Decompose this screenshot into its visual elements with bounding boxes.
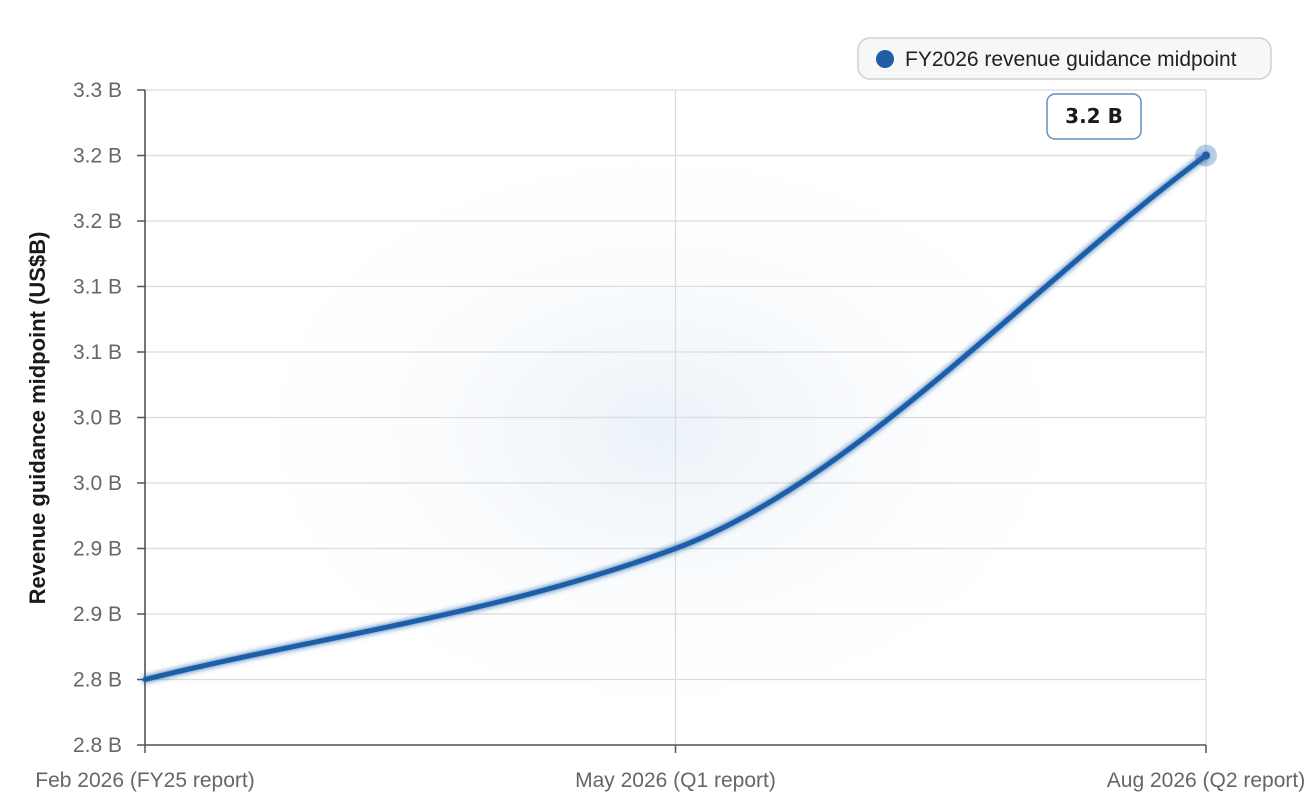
y-tick-label: 3.0 B	[73, 472, 122, 495]
y-tick-label: 3.2 B	[73, 210, 122, 233]
series-layer	[142, 144, 1217, 682]
x-tick-label: May 2026 (Q1 report)	[575, 769, 776, 792]
data-point	[1202, 151, 1210, 160]
legend-box	[857, 37, 1272, 80]
y-tick-label: 2.8 B	[73, 669, 122, 692]
y-tick-label: 3.2 B	[73, 145, 122, 168]
y-tick-label: 3.1 B	[73, 341, 122, 364]
y-tick-label: 3.0 B	[73, 407, 122, 430]
x-tick-label: Aug 2026 (Q2 report)	[1107, 769, 1305, 792]
y-axis-title: Revenue guidance midpoint (US$B)	[25, 232, 50, 605]
y-tick-label: 2.9 B	[73, 603, 122, 626]
y-tick-label: 2.8 B	[73, 734, 122, 757]
axes	[137, 89, 1207, 753]
x-tick-labels: Feb 2026 (FY25 report) May 2026 (Q1 repor…	[35, 769, 1305, 792]
callout-label: 3.2 B	[1065, 104, 1123, 128]
y-tick-label: 3.1 B	[73, 276, 122, 299]
legend[interactable]: FY2026 revenue guidance midpoint	[857, 37, 1272, 80]
legend-swatch	[876, 50, 894, 68]
y-tick-label: 3.3 B	[73, 79, 122, 102]
value-callout: 3.2 B	[1046, 93, 1142, 140]
legend-label-series-1: FY2026 revenue guidance midpoint	[905, 48, 1237, 71]
callout-box	[1046, 93, 1142, 140]
x-tick-label: Feb 2026 (FY25 report)	[35, 769, 254, 792]
y-tick-label: 2.9 B	[73, 538, 122, 561]
plot-background-glow	[200, 110, 1120, 750]
series-line-1	[142, 153, 1209, 682]
y-tick-labels: 2.8 B 2.8 B 2.9 B 2.9 B 3.0 B 3.0 B 3.1 B 3.1 B…	[73, 79, 122, 757]
